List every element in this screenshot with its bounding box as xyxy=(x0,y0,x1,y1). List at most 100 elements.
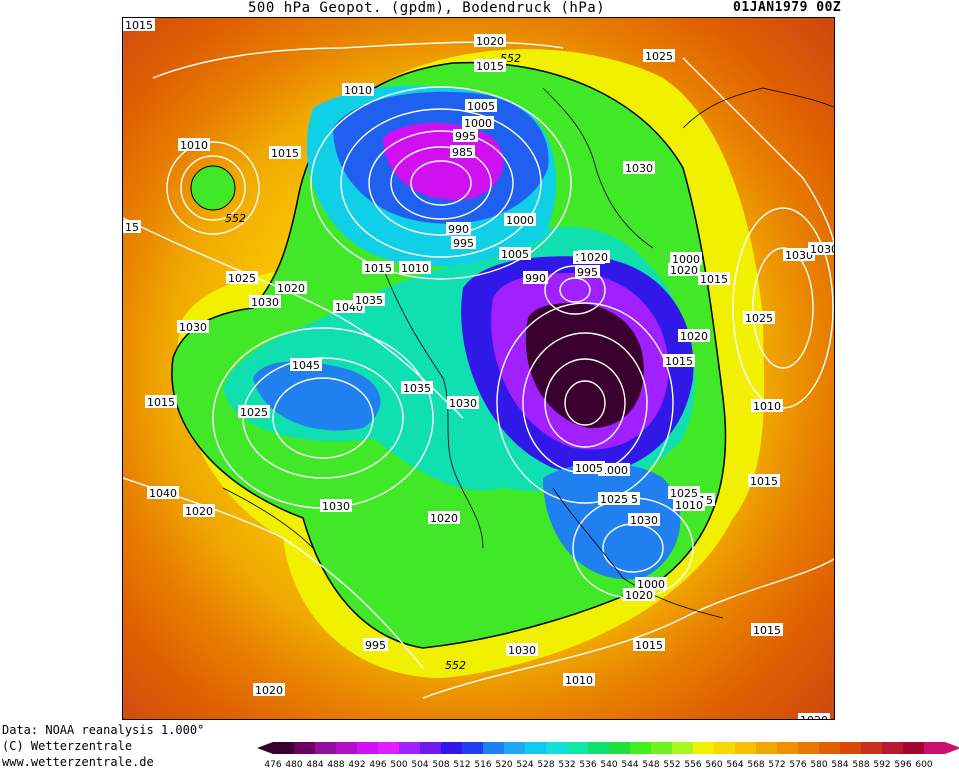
isobar-label-bg xyxy=(751,399,783,412)
isobar-label: 1015 xyxy=(700,273,728,286)
map-svg: 1020552101510251010100510009959851015101… xyxy=(123,18,835,719)
isobar-label: 1030 xyxy=(322,500,350,513)
legend-swatch xyxy=(399,742,420,754)
isobar-label-bg xyxy=(668,486,700,499)
data-source-text: Data: NOAA reanalysis 1.000° xyxy=(2,723,205,737)
isobar-label-bg xyxy=(499,247,531,260)
legend-swatch xyxy=(504,742,525,754)
isobar-label-bg xyxy=(342,83,374,96)
isobar-label: 995 xyxy=(453,237,474,250)
legend-tick-label: 588 xyxy=(852,760,869,770)
isobar-label: 995 xyxy=(365,639,386,652)
legend-tick-label: 592 xyxy=(873,760,890,770)
legend-tick-label: 556 xyxy=(684,760,701,770)
isobar-label-bg xyxy=(399,261,431,274)
website-text: www.wetterzentrale.de xyxy=(2,755,154,769)
isobar-label-bg xyxy=(748,474,780,487)
legend-swatch xyxy=(483,742,504,754)
isobar-label: 1020 xyxy=(185,505,213,518)
legend-tick-label: 596 xyxy=(894,760,911,770)
isobar-label: 990 xyxy=(525,272,546,285)
isobar-label: 1010 xyxy=(344,84,372,97)
isobar-label-bg xyxy=(743,311,775,324)
dark-core-low xyxy=(525,303,644,429)
isobar-label: 1035 xyxy=(355,294,383,307)
isobar-label-bg xyxy=(226,271,258,284)
legend-tick-label: 516 xyxy=(474,760,491,770)
legend-swatch xyxy=(840,742,861,754)
isobar-label: 1000 xyxy=(600,464,628,477)
isobar-label-bg xyxy=(663,354,695,367)
isobar-label-bg xyxy=(623,588,655,601)
legend-swatch xyxy=(756,742,777,754)
isobar-label-bg xyxy=(643,49,675,62)
legend-tick-label: 568 xyxy=(747,760,764,770)
isobar-label: 1030 xyxy=(810,243,835,256)
legend-swatch xyxy=(294,742,315,754)
isobar-label: 1045 xyxy=(292,359,320,372)
isobar-label-bg xyxy=(751,623,783,636)
isobar-label-bg xyxy=(447,396,479,409)
isobar-label-bg xyxy=(808,242,834,255)
isobar-label: 1010 xyxy=(753,400,781,413)
legend-tick-label: 488 xyxy=(327,760,344,770)
isobar-label: 1030 xyxy=(785,249,813,262)
isobar-label-bg xyxy=(575,265,600,278)
isobar-label: 995 xyxy=(577,266,598,279)
isobar-label-bg xyxy=(123,220,141,233)
isobar-label: 1005 xyxy=(467,100,495,113)
isobar-label-bg xyxy=(462,116,494,129)
legend-swatch xyxy=(735,742,756,754)
isobar-label-bg xyxy=(320,499,352,512)
isobar-label: 1015 xyxy=(665,355,693,368)
legend-swatch xyxy=(819,742,840,754)
isobar-label: 1030 xyxy=(625,162,653,175)
blue-region-south xyxy=(543,463,681,580)
isobar-label-bg xyxy=(401,381,433,394)
isobar-label-bg xyxy=(145,395,177,408)
legend-arrow-left xyxy=(257,742,273,754)
isobar-label: 1025 xyxy=(600,493,628,506)
legend-tick-label: 528 xyxy=(537,760,554,770)
isobar-label-bg xyxy=(275,281,307,294)
legend-swatch xyxy=(777,742,798,754)
isobar-label-bg xyxy=(249,295,281,308)
isobar-label: 990 xyxy=(448,223,469,236)
legend-tick-label: 476 xyxy=(264,760,281,770)
legend-tick-label: 548 xyxy=(642,760,659,770)
legend-tick-label: 552 xyxy=(663,760,680,770)
isobar-label: 1015 xyxy=(753,624,781,637)
isobar-label: 1015 xyxy=(271,147,299,160)
isobar-label: 1020 xyxy=(680,330,708,343)
isobar-label-bg xyxy=(623,161,655,174)
isobar-label: 1030 xyxy=(630,514,658,527)
isobar-label-bg xyxy=(451,236,476,249)
isobar-label: 1030 xyxy=(508,644,536,657)
legend-swatch xyxy=(882,742,903,754)
isobar-label: 1020 xyxy=(670,264,698,277)
isobar-label: 1005 xyxy=(575,462,603,475)
isobar-label-bg xyxy=(563,673,595,686)
isobar-label-bg xyxy=(453,129,478,142)
legend-swatch xyxy=(420,742,441,754)
weather-map: 1020 552 1015 1025 1010 1005 1000 995 985 1015 101… xyxy=(122,17,835,720)
isobar-label: 1000 xyxy=(637,578,665,591)
isobar-label-bg xyxy=(635,577,667,590)
isobar-label-bg xyxy=(506,643,538,656)
small-green-cell xyxy=(190,165,236,211)
isobar-label: 1010 xyxy=(401,262,429,275)
isobar-label: 1030 xyxy=(449,397,477,410)
isobar-label: 1015 xyxy=(147,396,175,409)
isobar-label: 1030 xyxy=(251,296,279,309)
legend-swatch xyxy=(336,742,357,754)
isobar-label: 1020 xyxy=(430,512,458,525)
isobar-label: 985 xyxy=(452,146,473,159)
isobar-label: 1015 xyxy=(364,262,392,275)
legend-swatch xyxy=(273,742,294,754)
isobar-label-bg xyxy=(523,271,548,284)
legend-swatch xyxy=(651,742,672,754)
isobar-label: 1015 xyxy=(750,475,778,488)
isobar-label-bg xyxy=(578,250,610,263)
legend-tick-label: 484 xyxy=(306,760,323,770)
isobar-label-bg xyxy=(783,248,815,261)
